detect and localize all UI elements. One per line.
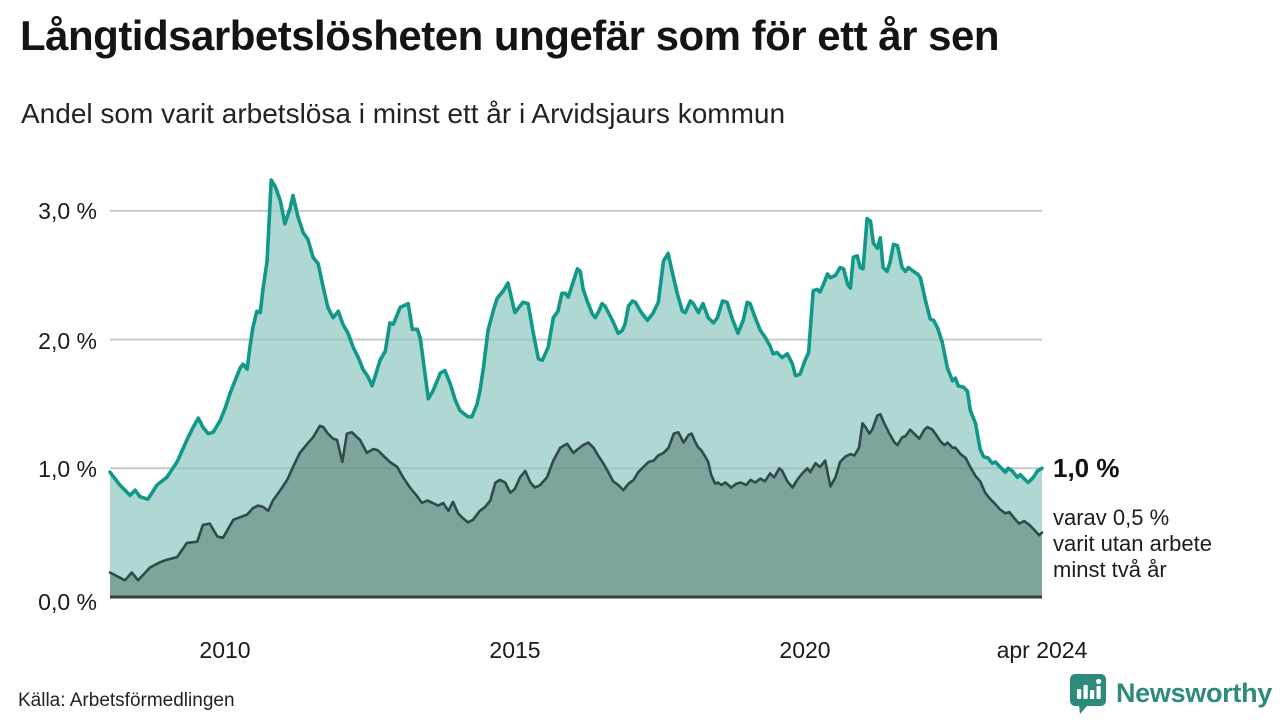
annotation-detail-1: varav 0,5 % bbox=[1053, 505, 1170, 530]
annotation-detail-2: varit utan arbete bbox=[1053, 531, 1212, 556]
newsworthy-bubble-chart-icon bbox=[1068, 672, 1108, 714]
page-title: Långtidsarbetslösheten ungefär som för e… bbox=[20, 12, 1000, 59]
source-credit: Källa: Arbetsförmedlingen bbox=[18, 690, 235, 711]
x-tick-2020: 2020 bbox=[779, 637, 831, 663]
end-value-label: 1,0 % bbox=[1053, 453, 1120, 483]
x-tick-2010: 2010 bbox=[199, 637, 251, 663]
x-tick-2015: 2015 bbox=[489, 637, 541, 663]
x-tick-apr-2024: apr 2024 bbox=[996, 637, 1088, 663]
newsworthy-wordmark: Newsworthy bbox=[1115, 677, 1272, 708]
annotation-detail-3: minst två år bbox=[1053, 557, 1167, 582]
y-tick-0: 0,0 % bbox=[38, 589, 97, 615]
newsworthy-logo: Newsworthy bbox=[1068, 672, 1272, 714]
y-tick-2: 2,0 % bbox=[38, 328, 97, 354]
y-tick-3: 3,0 % bbox=[38, 198, 97, 224]
chart-subtitle: Andel som varit arbetslösa i minst ett å… bbox=[21, 98, 786, 129]
y-tick-1: 1,0 % bbox=[38, 456, 97, 482]
